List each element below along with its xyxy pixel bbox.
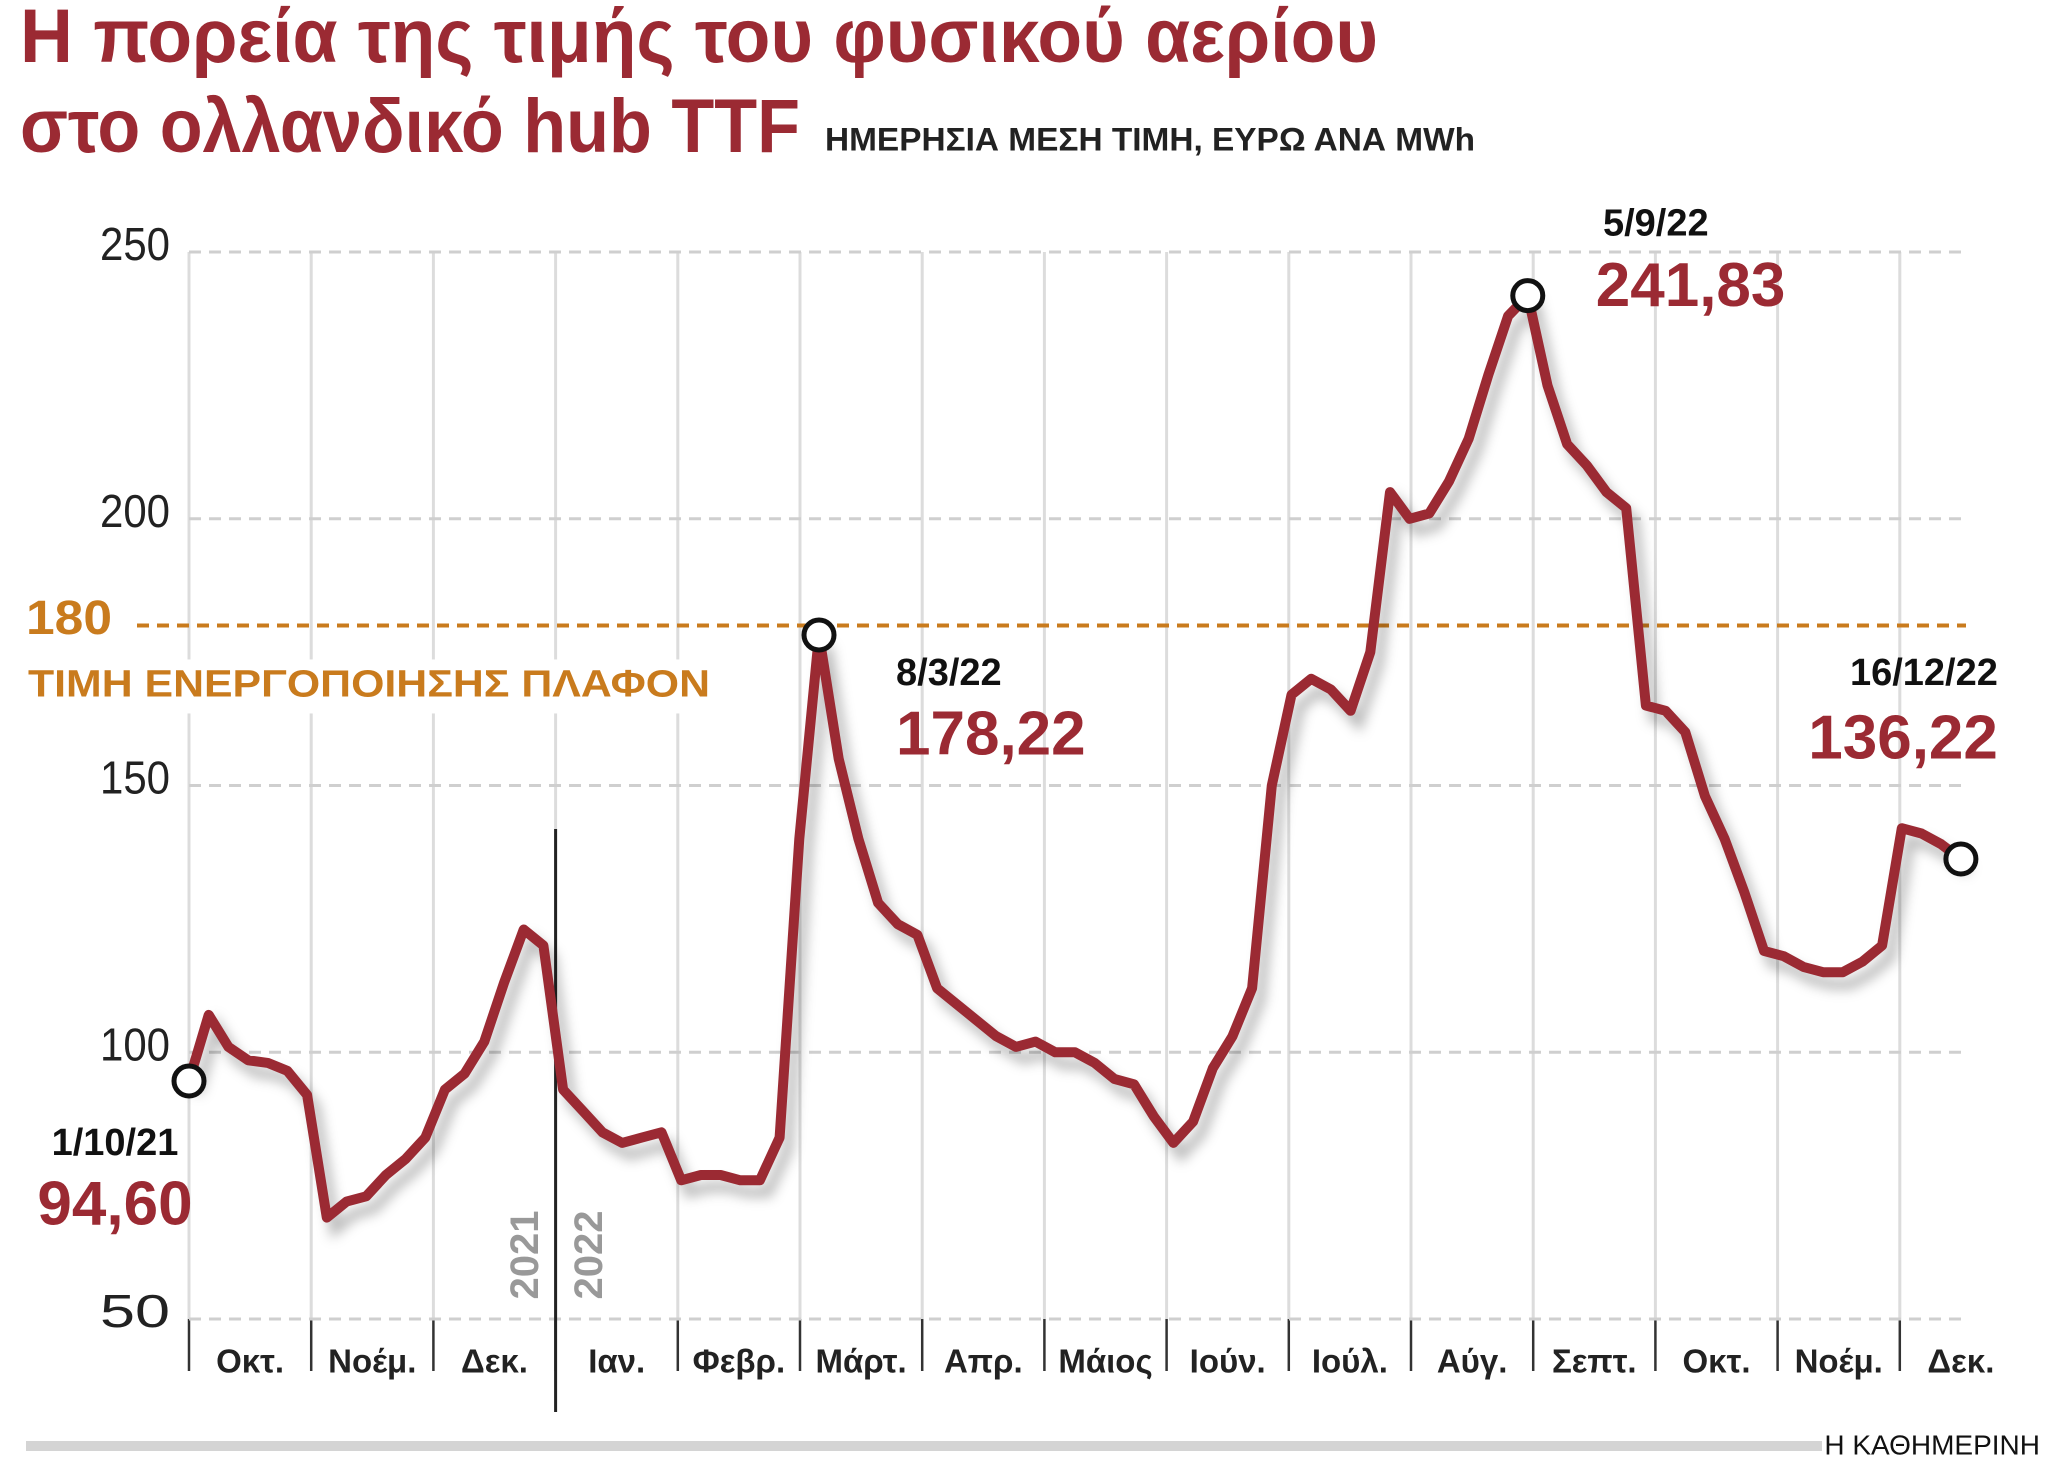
footer-bar xyxy=(26,1441,1822,1451)
x-tick-label: Αύγ. xyxy=(1437,1343,1508,1380)
threshold-value: 180 xyxy=(26,592,112,645)
x-tick-label: Δεκ. xyxy=(461,1343,528,1380)
x-tick-label: Ιούλ. xyxy=(1312,1343,1388,1380)
x-tick-label: Οκτ. xyxy=(1683,1343,1751,1380)
y-tick-label: 250 xyxy=(100,218,170,270)
y-tick-label: 200 xyxy=(100,485,170,537)
annotation-value: 241,83 xyxy=(1596,251,1786,320)
x-tick-label: Μάιος xyxy=(1058,1343,1152,1380)
point-marker xyxy=(171,1063,207,1099)
year-label: 2022 xyxy=(567,1211,611,1300)
point-marker xyxy=(1943,841,1979,877)
x-tick-label: Ιαν. xyxy=(588,1343,645,1380)
x-tick-label: Σεπτ. xyxy=(1552,1343,1637,1380)
year-label: 2021 xyxy=(503,1211,547,1300)
annotation-value: 94,60 xyxy=(37,1169,192,1238)
threshold-label-bg xyxy=(20,659,720,714)
y-tick-label: 150 xyxy=(100,752,170,804)
x-tick-label: Οκτ. xyxy=(216,1343,284,1380)
annotation-date: 5/9/22 xyxy=(1603,203,1709,245)
x-tick-label: Νοέμ. xyxy=(1795,1343,1883,1380)
chart-title: στο ολλανδικό hub TTF xyxy=(20,84,800,169)
y-tick-label: 100 xyxy=(100,1018,170,1070)
annotation-date: 16/12/22 xyxy=(1850,652,1998,694)
x-tick-label: Φεβρ. xyxy=(693,1343,785,1380)
threshold-label: ΤΙΜΗ ΕΝΕΡΓΟΠΟΙΗΣΗΣ ΠΛΑΦΟΝ xyxy=(28,663,710,705)
x-tick-label: Δεκ. xyxy=(1927,1343,1994,1380)
x-tick-label: Ιούν. xyxy=(1190,1343,1266,1380)
line xyxy=(184,290,1966,1223)
chart-title: Η πορεία της τιμής του φυσικού αερίου xyxy=(20,0,1378,79)
annotation-value: 178,22 xyxy=(896,699,1086,768)
x-tick-label: Απρ. xyxy=(944,1343,1023,1380)
x-tick-label: Νοέμ. xyxy=(328,1343,416,1380)
annotation-value: 136,22 xyxy=(1808,703,1998,772)
source: Η ΚΑΘΗΜΕΡΙΝΗ xyxy=(1824,1429,2040,1460)
y-tick-label: 50 xyxy=(100,1285,170,1337)
point-marker xyxy=(1510,278,1546,314)
line-shadow xyxy=(192,297,1972,1239)
annotation-date: 1/10/21 xyxy=(52,1122,179,1164)
x-tick-label: Μάρτ. xyxy=(816,1343,907,1380)
chart-subtitle: ΗΜΕΡΗΣΙΑ ΜΕΣΗ ΤΙΜΗ, ΕΥΡΩ ΑΝΑ MWh xyxy=(825,121,1475,157)
annotation-date: 8/3/22 xyxy=(896,652,1002,694)
point-marker xyxy=(801,617,837,653)
